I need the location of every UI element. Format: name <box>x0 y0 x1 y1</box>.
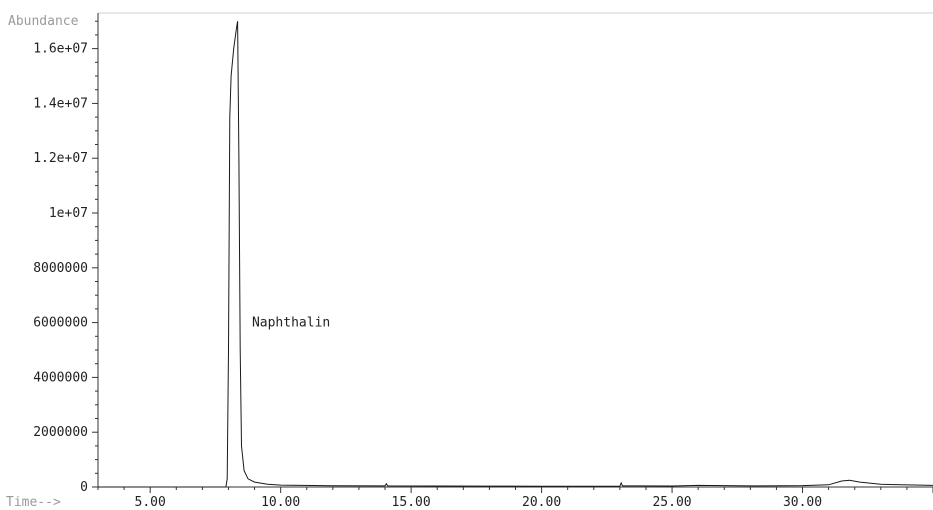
x-axis-ticks: 5.00 10.00 15.00 20.00 25.00 30.00 <box>97 487 933 510</box>
y-axis-ticks: 0 2000000 4000000 6000000 8000000 1e+07 1.2e+0… <box>33 20 98 495</box>
chromatogram-trace <box>98 21 933 488</box>
y-tick-label: 1.6e+07 <box>33 42 88 57</box>
y-tick-label: 4000000 <box>33 370 88 385</box>
y-tick-label: 6000000 <box>33 316 88 331</box>
y-tick-label: 0 <box>80 480 88 495</box>
x-tick-label: 10.00 <box>261 495 300 510</box>
x-tick-label: 5.00 <box>135 495 166 510</box>
y-tick-label: 8000000 <box>33 261 88 276</box>
x-axis-title: Time--> <box>6 495 61 510</box>
y-axis-title: Abundance <box>8 14 79 29</box>
y-tick-label: 2000000 <box>33 425 88 440</box>
y-tick-label: 1.2e+07 <box>33 151 88 166</box>
peak-label: Naphthalin <box>252 316 330 331</box>
y-tick-label: 1.4e+07 <box>33 96 88 111</box>
x-tick-label: 25.00 <box>652 495 691 510</box>
y-tick-label: 1e+07 <box>49 206 88 221</box>
peak-annotations: Naphthalin <box>252 316 330 331</box>
x-tick-label: 20.00 <box>522 495 561 510</box>
x-tick-label: 15.00 <box>392 495 431 510</box>
x-tick-label: 30.00 <box>783 495 822 510</box>
